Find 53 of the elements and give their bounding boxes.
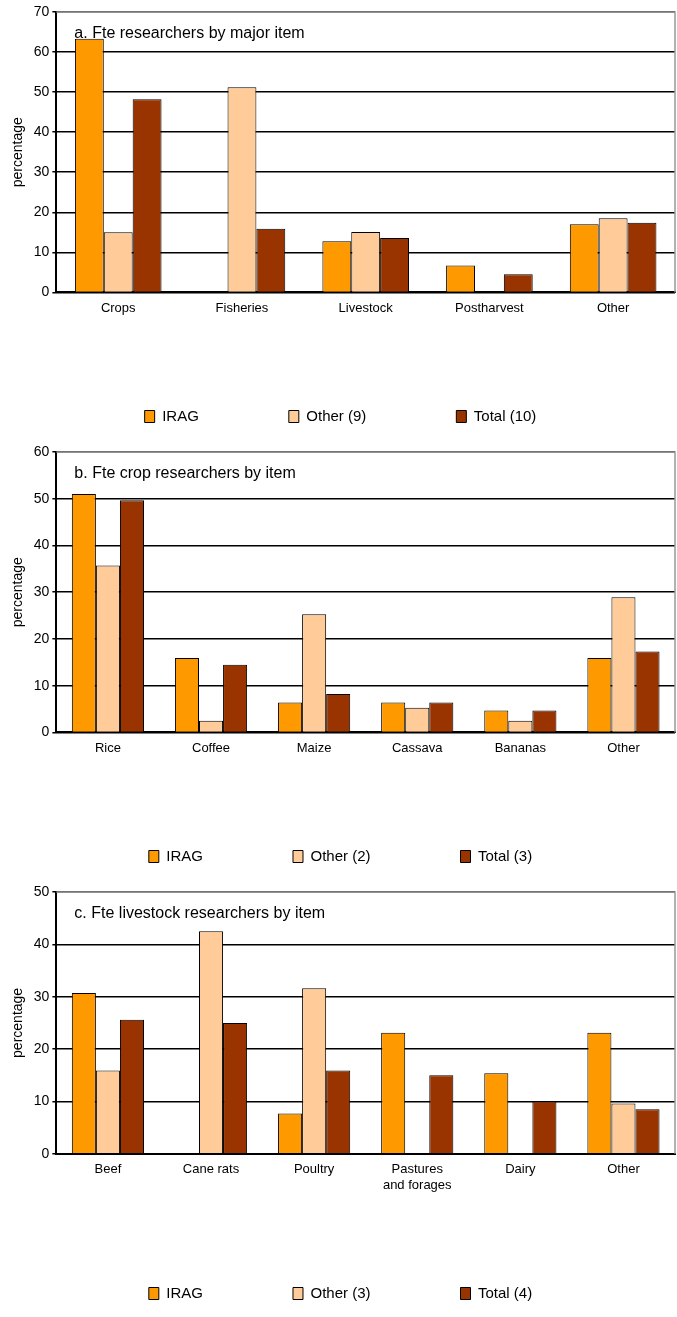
y-tick-label: 10 — [33, 1092, 50, 1109]
x-tick-label: Postharvest — [455, 299, 525, 315]
y-axis-title: percentage — [9, 556, 26, 628]
y-tick-label: 30 — [33, 583, 50, 600]
x-tick-label: Beef — [94, 1161, 122, 1177]
y-tick-label: 30 — [33, 163, 50, 180]
y-tick-label: 0 — [41, 1144, 50, 1161]
y-tick-label: 20 — [33, 203, 50, 220]
x-tick-label: Other — [607, 1161, 641, 1177]
x-tick-label: Bananas — [494, 739, 547, 755]
y-axis-title: percentage — [9, 987, 26, 1058]
y-tick-label: 40 — [33, 935, 50, 952]
x-tick-label: Livestock — [338, 299, 394, 315]
x-tick-label: Rice — [94, 739, 121, 755]
y-tick-label: 50 — [33, 82, 50, 99]
x-tick-label: Other — [596, 299, 631, 315]
y-tick-label: 30 — [33, 987, 50, 1004]
x-tick-label: Fisheries — [215, 299, 269, 315]
x-tick-label: Other — [607, 739, 641, 755]
y-tick-label: 20 — [33, 629, 50, 646]
y-tick-label: 70 — [33, 2, 50, 19]
y-tick-label: 10 — [33, 676, 50, 693]
x-tick-label: Crops — [100, 299, 137, 315]
text: a. Fte researchers by major item — [74, 24, 305, 42]
y-axis-title: percentage — [9, 116, 26, 188]
y-tick-label: 0 — [41, 283, 50, 300]
y-tick-label: 50 — [33, 882, 50, 899]
y-tick-label: 50 — [33, 489, 50, 506]
y-tick-label: 60 — [33, 42, 50, 59]
y-tick-label: 40 — [33, 536, 50, 553]
x-tick-label: Cassava — [391, 739, 444, 755]
legend-label: IRAG — [166, 1283, 203, 1301]
y-tick-label: 60 — [33, 442, 50, 459]
legend-label: Total (10) — [473, 406, 537, 424]
legend-label: Total (4) — [478, 1283, 533, 1301]
legend-label: Total (3) — [478, 846, 533, 864]
x-tick-label: Cane rats — [182, 1161, 240, 1177]
x-tick-label: Pastures and forages — [382, 1161, 453, 1192]
legend-label: Other (3) — [310, 1283, 371, 1301]
x-tick-label: Poultry — [293, 1161, 335, 1177]
x-tick-label: Dairy — [505, 1161, 537, 1177]
y-tick-label: 10 — [33, 243, 50, 260]
y-tick-label: 40 — [33, 123, 50, 140]
y-tick-label: 20 — [33, 1039, 50, 1056]
legend-label: Other (9) — [306, 406, 367, 424]
y-tick-label: 0 — [41, 723, 50, 740]
text: b. Fte crop researchers by item — [74, 464, 296, 482]
legend-label: IRAG — [162, 406, 199, 424]
x-tick-label: Maize — [296, 739, 332, 755]
x-tick-label: Coffee — [191, 739, 231, 755]
legend-label: Other (2) — [310, 846, 371, 864]
text: c. Fte livestock researchers by item — [74, 904, 326, 922]
legend-label: IRAG — [166, 846, 203, 864]
